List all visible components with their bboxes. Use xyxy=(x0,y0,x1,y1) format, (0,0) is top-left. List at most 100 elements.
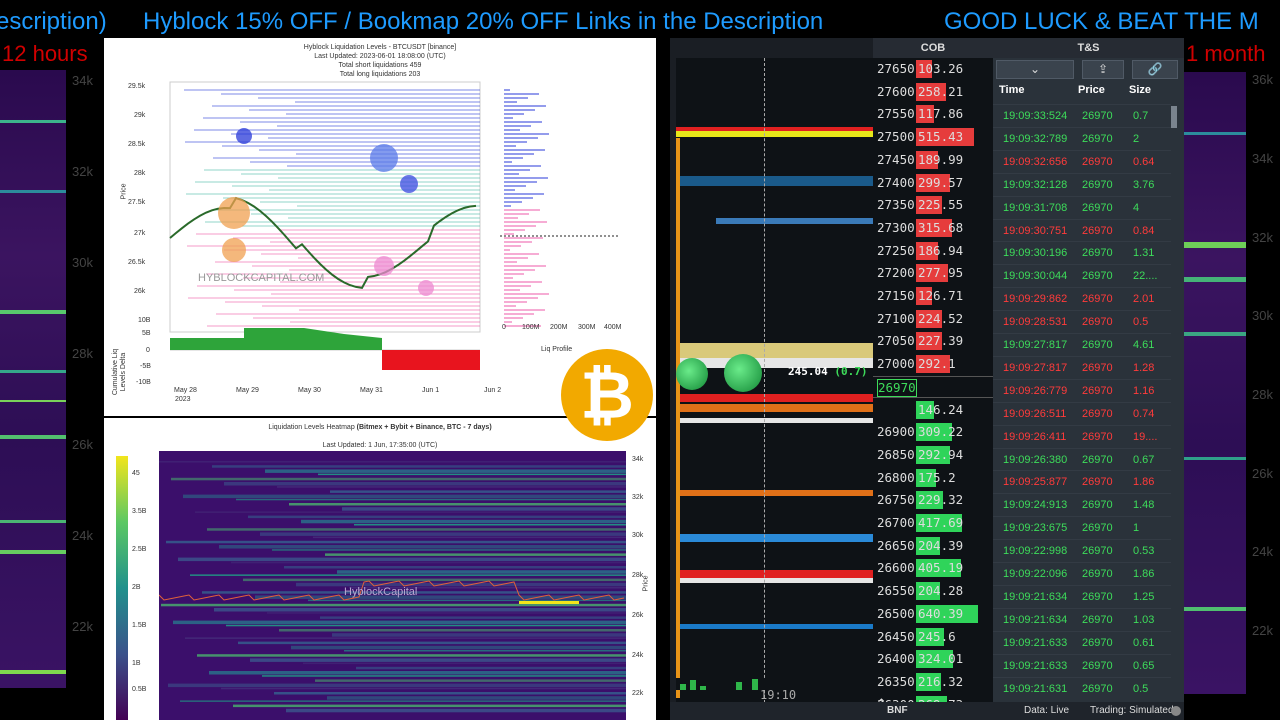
cob-row[interactable]: 26900 309.22 xyxy=(873,421,993,443)
trade-row[interactable]: 19:09:28:531 26970 0.5 xyxy=(993,310,1171,333)
link-button[interactable]: 🔗 xyxy=(1132,60,1178,79)
trade-row[interactable]: 19:09:26:380 26970 0.67 xyxy=(993,447,1171,471)
trade-row[interactable]: 19:09:30:196 26970 1.31 xyxy=(993,241,1171,264)
chart-title: Hyblock Liquidation Levels - BTCUSDT [bi… xyxy=(303,44,457,51)
trade-price: 26970 xyxy=(1082,613,1113,626)
trade-row[interactable]: 19:09:29:862 26970 2.01 xyxy=(993,287,1171,310)
cob-row[interactable]: 26600 405.19 xyxy=(873,557,993,579)
trade-row[interactable]: 19:09:33:524 26970 0.7 xyxy=(993,104,1171,127)
cob-price: 26650 xyxy=(877,537,915,553)
chevron-up-icon[interactable]: ⌃ xyxy=(876,696,887,711)
export-button[interactable]: ⇪ xyxy=(1082,60,1124,79)
trade-row[interactable]: 19:09:22:998 26970 0.53 xyxy=(993,539,1171,562)
cob-row[interactable]: 26970 xyxy=(873,375,993,398)
trade-row[interactable]: 19:09:27:817 26970 1.28 xyxy=(993,355,1171,379)
y-tick: 29.5k xyxy=(128,83,146,90)
trade-row[interactable]: 19:09:26:511 26970 0.74 xyxy=(993,401,1171,425)
heatmap-stripe xyxy=(248,515,626,519)
cob-row[interactable]: 27600 258.21 xyxy=(873,81,993,103)
heatmap-area xyxy=(159,451,626,720)
trade-time: 19:09:32:789 xyxy=(1003,132,1068,145)
cob-size: 258.21 xyxy=(918,83,964,99)
trade-row[interactable]: 19:09:32:656 26970 0.64 xyxy=(993,149,1171,173)
cob-price: 27600 xyxy=(877,83,915,99)
cob-size: 225.55 xyxy=(918,197,964,213)
collapse-button[interactable]: ⌄ xyxy=(996,60,1074,79)
cob-row[interactable]: 27400 299.57 xyxy=(873,172,993,194)
cob-row[interactable]: 26800 175.2 xyxy=(873,467,993,489)
bookmap-window: 245.04 (0.7) 19:10 COB 27650 103.26 27600 2… xyxy=(670,38,1184,720)
cob-row[interactable]: 27100 224.52 xyxy=(873,308,993,330)
cob-row[interactable]: 26400 324.01 xyxy=(873,648,993,670)
ts-scrollbar[interactable] xyxy=(1171,106,1177,128)
heatmap-stripe xyxy=(342,507,626,511)
heatmap-stripe xyxy=(250,658,626,662)
cob-price: 27000 xyxy=(877,356,915,372)
profile-tick: 0 xyxy=(502,324,506,331)
cob-row[interactable]: 26350 216.32 xyxy=(873,671,993,693)
trade-price: 26970 xyxy=(1082,453,1113,466)
trade-row[interactable]: 19:09:26:411 26970 19.... xyxy=(993,424,1171,448)
cob-row[interactable]: 27150 126.71 xyxy=(873,285,993,307)
heatmap-stripe xyxy=(159,461,626,463)
cob-price: 26450 xyxy=(877,628,915,644)
trade-row[interactable]: 19:09:21:633 26970 0.65 xyxy=(993,653,1171,677)
liquidation-bubble xyxy=(222,238,246,262)
cob-row[interactable]: 26700 417.69 xyxy=(873,512,993,534)
trade-row[interactable]: 19:09:21:631 26970 0.5 xyxy=(993,676,1171,700)
cob-row[interactable]: 26850 292.94 xyxy=(873,444,993,466)
trade-row[interactable]: 19:09:21:634 26970 1.03 xyxy=(993,607,1171,631)
cob-size: 204.39 xyxy=(918,537,964,553)
heatmap-updated: Last Updated: 1 Jun, 17:35:00 (UTC) xyxy=(322,442,438,449)
cob-ladder[interactable]: 27650 103.26 27600 258.21 27550 117.86 27500 51… xyxy=(873,58,993,708)
cob-row[interactable]: 26750 229.32 xyxy=(873,489,993,511)
heatmap-stripe xyxy=(332,633,626,637)
heatmap-stripe xyxy=(301,519,626,524)
trade-row[interactable]: 19:09:30:751 26970 0.84 xyxy=(993,218,1171,242)
cob-size-bar xyxy=(916,355,950,374)
trade-row[interactable]: 19:09:24:913 26970 1.48 xyxy=(993,493,1171,516)
cob-row[interactable]: 146.24 xyxy=(873,399,993,421)
cob-size-bar xyxy=(916,241,938,260)
cob-row[interactable]: 27050 227.39 xyxy=(873,330,993,352)
cob-price: 27250 xyxy=(877,242,915,258)
hyblock-watermark: HYBLOCKCAPITAL.COM xyxy=(198,272,325,284)
cob-row[interactable]: 27450 189.99 xyxy=(873,149,993,171)
trade-size: 0.5 xyxy=(1133,316,1149,329)
heatmap-stripe xyxy=(166,540,626,544)
cob-size: 117.86 xyxy=(918,106,964,122)
bookmap-heatmap[interactable]: 245.04 (0.7) 19:10 xyxy=(676,58,873,708)
trade-row[interactable]: 19:09:32:128 26970 3.76 xyxy=(993,172,1171,196)
cob-row[interactable]: 26450 245.6 xyxy=(873,626,993,648)
cob-size: 216.32 xyxy=(918,673,964,689)
cob-price: 27650 xyxy=(877,61,915,76)
cob-row[interactable]: 27650 103.26 xyxy=(873,58,993,80)
cob-row[interactable]: 27000 292.1 xyxy=(873,353,993,375)
trade-row[interactable]: 19:09:26:779 26970 1.16 xyxy=(993,378,1171,402)
cob-row[interactable]: 27250 186.94 xyxy=(873,240,993,262)
cob-row[interactable]: 26650 204.39 xyxy=(873,535,993,557)
trade-row[interactable]: 19:09:27:817 26970 4.61 xyxy=(993,333,1171,356)
cob-size: 405.19 xyxy=(918,560,964,576)
trade-row[interactable]: 19:09:22:096 26970 1.86 xyxy=(993,562,1171,585)
left-heatmap xyxy=(0,70,66,688)
trade-row[interactable]: 19:09:30:044 26970 22.... xyxy=(993,264,1171,287)
trade-row[interactable]: 19:09:31:708 26970 4 xyxy=(993,195,1171,219)
trade-row[interactable]: 19:09:25:877 26970 1.86 xyxy=(993,470,1171,493)
cob-row[interactable]: 27200 277.95 xyxy=(873,262,993,284)
cob-row[interactable]: 26550 204.28 xyxy=(873,580,993,602)
trade-row[interactable]: 19:09:21:634 26970 1.25 xyxy=(993,584,1171,608)
left-heatmap-panel: 12 hours 34k 32k 30k 28k 26k 24k 22k xyxy=(0,41,100,692)
cob-row[interactable]: 27500 515.43 xyxy=(873,126,993,148)
x-tick: Jun 1 xyxy=(422,387,440,394)
heatmap-stripe xyxy=(279,629,626,632)
status-data: Data: Live xyxy=(1024,705,1070,716)
cob-row[interactable]: 27300 315.68 xyxy=(873,217,993,239)
cob-row[interactable]: 26500 640.39 xyxy=(873,603,993,625)
cob-row[interactable]: 27350 225.55 xyxy=(873,194,993,216)
trade-row[interactable]: 19:09:23:675 26970 1 xyxy=(993,516,1171,539)
trade-size: 1.28 xyxy=(1133,361,1155,374)
cob-row[interactable]: 27550 117.86 xyxy=(873,103,993,125)
trade-row[interactable]: 19:09:32:789 26970 2 xyxy=(993,126,1171,150)
trade-row[interactable]: 19:09:21:633 26970 0.61 xyxy=(993,630,1171,654)
